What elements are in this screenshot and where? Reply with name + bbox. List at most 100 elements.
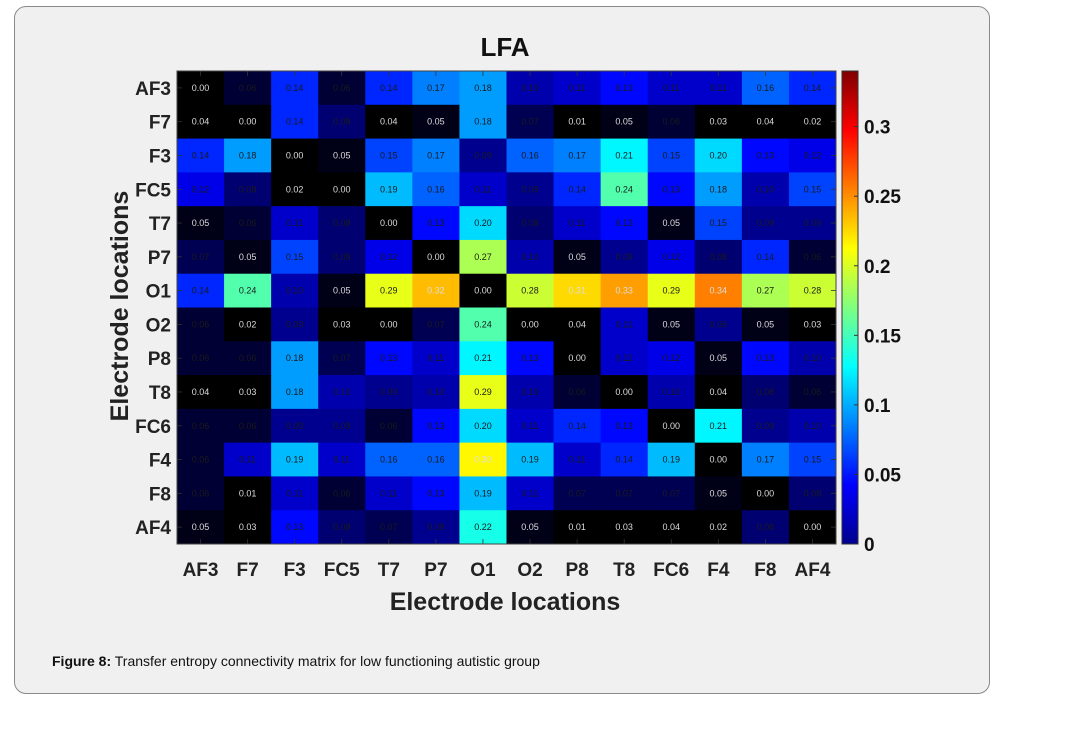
cell-value-label: 0.06 xyxy=(333,488,351,498)
cell-value-label: 0.08 xyxy=(804,488,822,498)
heatmap-cell xyxy=(177,375,225,410)
y-tick-label: O1 xyxy=(146,282,172,303)
cell-value-label: 0.22 xyxy=(474,522,492,532)
cell-value-label: 0.08 xyxy=(710,252,728,262)
heatmap-cell xyxy=(788,510,837,545)
cell-value-label: 0.03 xyxy=(710,117,728,127)
cell-value-label: 0.06 xyxy=(192,319,210,329)
heatmap-cell xyxy=(459,408,507,444)
heatmap-cell xyxy=(365,273,413,308)
cell-value-label: 0.11 xyxy=(616,319,633,329)
cell-value-label: 0.05 xyxy=(615,117,633,127)
cell-value-label: 0.08 xyxy=(239,184,257,194)
cell-value-label: 0.28 xyxy=(804,286,822,296)
cell-value-label: 0.29 xyxy=(662,286,680,296)
heatmap-cell xyxy=(506,307,555,342)
heatmap-cell xyxy=(412,104,460,140)
heatmap-cell xyxy=(271,71,319,106)
cell-value-label: 0.06 xyxy=(380,421,398,431)
heatmap-cell xyxy=(459,273,507,308)
cell-value-label: 0.09 xyxy=(474,150,492,160)
cell-value-label: 0.03 xyxy=(333,319,351,329)
heatmap-cell xyxy=(224,172,272,207)
cell-value-label: 0.13 xyxy=(427,218,445,228)
cell-value-label: 0.14 xyxy=(804,83,822,93)
heatmap-cell xyxy=(600,71,649,106)
cell-value-label: 0.18 xyxy=(474,83,492,93)
cell-value-label: 0.09 xyxy=(710,319,728,329)
heatmap-cell xyxy=(647,510,696,545)
caption-label: Figure 8: xyxy=(52,653,112,669)
x-tick-label: FC5 xyxy=(324,560,360,581)
cell-value-label: 0.00 xyxy=(521,319,539,329)
cell-value-label: 0.09 xyxy=(380,387,398,397)
cell-value-label: 0.06 xyxy=(192,421,210,431)
heatmap-cell xyxy=(318,239,366,275)
y-tick-label: P7 xyxy=(148,248,171,269)
heatmap-cell xyxy=(788,375,837,410)
heatmap-cell xyxy=(553,476,602,511)
heatmap-cell xyxy=(271,408,319,444)
cell-value-label: 0.14 xyxy=(380,83,398,93)
heatmap-cell xyxy=(741,375,790,410)
colorbar-tick-label: 0.3 xyxy=(864,118,890,139)
colorbar-tick-label: 0 xyxy=(864,535,875,556)
cell-value-label: 0.07 xyxy=(662,488,680,498)
heatmap-cell xyxy=(318,476,366,511)
cell-value-label: 0.13 xyxy=(521,353,539,363)
heatmap-cell xyxy=(741,138,790,173)
heatmap-cell xyxy=(741,442,790,477)
cell-value-label: 0.02 xyxy=(286,184,304,194)
heatmap-cell xyxy=(694,239,743,275)
heatmap-cell xyxy=(365,375,413,410)
cell-value-label: 0.00 xyxy=(239,117,257,127)
heatmap-cell xyxy=(365,239,413,275)
cell-value-label: 0.09 xyxy=(333,421,351,431)
heatmap-cell xyxy=(694,273,743,308)
heatmap-cell xyxy=(553,442,602,477)
heatmap-cell xyxy=(318,307,366,342)
heatmap-cell xyxy=(224,273,272,308)
heatmap-cell xyxy=(741,273,790,308)
heatmap-cell xyxy=(177,273,225,308)
heatmap-cell xyxy=(506,206,555,241)
cell-value-label: 0.05 xyxy=(568,252,586,262)
cell-value-label: 0.14 xyxy=(286,83,304,93)
heatmap-cell xyxy=(741,476,790,511)
cell-value-label: 0.11 xyxy=(710,83,727,93)
heatmap-cell xyxy=(553,510,602,545)
heatmap-cell xyxy=(553,172,602,207)
heatmap-cell xyxy=(271,341,319,376)
cell-value-label: 0.03 xyxy=(239,522,257,532)
cell-value-label: 0.09 xyxy=(427,522,445,532)
heatmap-cell xyxy=(271,442,319,477)
heatmap-cell xyxy=(224,375,272,410)
heatmap-cell xyxy=(741,172,790,207)
heatmap-cell xyxy=(741,341,790,376)
cell-value-label: 0.12 xyxy=(380,252,398,262)
cell-value-label: 0.21 xyxy=(615,150,633,160)
cell-value-label: 0.16 xyxy=(521,150,539,160)
cell-value-label: 0.11 xyxy=(380,488,397,498)
heatmap-cell xyxy=(365,408,413,444)
cell-value-label: 0.05 xyxy=(662,319,680,329)
cell-value-label: 0.06 xyxy=(239,353,257,363)
cell-value-label: 0.17 xyxy=(427,83,445,93)
y-tick-label: F8 xyxy=(149,484,171,505)
x-tick-labels: AF3 F7 F3 FC5 T7 P7 O1 O2 P8 T8 FC6 F4 F8 AF4 xyxy=(183,560,831,581)
cell-value-label: 0.13 xyxy=(615,83,633,93)
y-tick-label: F4 xyxy=(149,451,172,472)
heatmap-cell xyxy=(271,138,319,173)
x-tick-label: F8 xyxy=(754,560,776,581)
cell-value-label: 0.19 xyxy=(286,455,304,465)
y-tick-label: FC6 xyxy=(135,417,171,438)
heatmap-cell xyxy=(177,138,225,173)
cell-value-label: 0.03 xyxy=(615,522,633,532)
heatmap-cell xyxy=(694,375,743,410)
cell-value-label: 0.06 xyxy=(192,488,210,498)
heatmap-cell xyxy=(412,341,460,376)
heatmap-cell xyxy=(600,138,649,173)
heatmap-cell xyxy=(412,442,460,477)
cell-value-label: 0.11 xyxy=(522,421,539,431)
cell-value-label: 0.04 xyxy=(192,387,210,397)
